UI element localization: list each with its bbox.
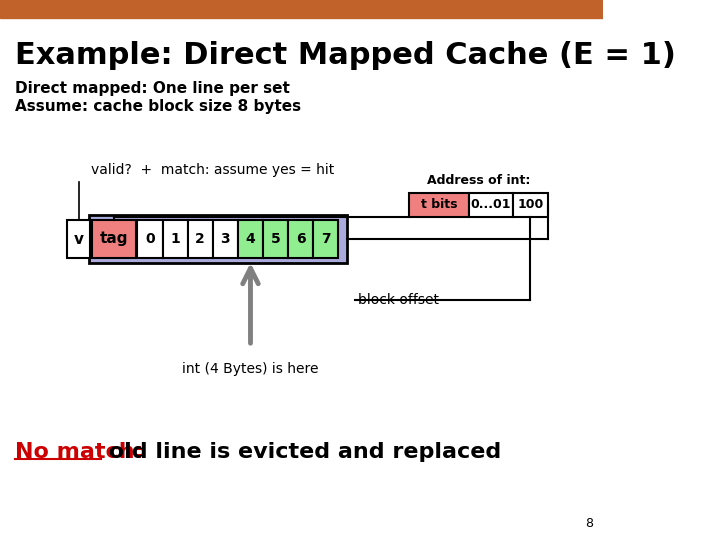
Bar — [138, 220, 163, 258]
Text: 4: 4 — [246, 232, 256, 246]
Text: 8: 8 — [585, 517, 593, 530]
Text: v: v — [73, 232, 84, 246]
Bar — [263, 220, 288, 258]
Text: 100: 100 — [517, 199, 544, 212]
Text: t bits: t bits — [420, 199, 457, 212]
Text: valid?  +  match: assume yes = hit: valid? + match: assume yes = hit — [91, 163, 335, 177]
Bar — [238, 220, 263, 258]
Bar — [288, 220, 313, 258]
Bar — [163, 220, 188, 258]
Bar — [409, 193, 469, 217]
Text: 1: 1 — [170, 232, 180, 246]
Text: Direct mapped: One line per set: Direct mapped: One line per set — [15, 80, 290, 96]
Bar — [313, 220, 338, 258]
Text: No match:: No match: — [15, 442, 143, 462]
Bar — [67, 220, 91, 258]
Text: Example: Direct Mapped Cache (E = 1): Example: Direct Mapped Cache (E = 1) — [15, 42, 676, 71]
Bar — [513, 193, 548, 217]
Text: 0: 0 — [145, 232, 155, 246]
Text: 2: 2 — [195, 232, 205, 246]
Text: 7: 7 — [321, 232, 330, 246]
Text: Assume: cache block size 8 bytes: Assume: cache block size 8 bytes — [15, 98, 301, 113]
Text: tag: tag — [99, 232, 128, 246]
Text: 3: 3 — [220, 232, 230, 246]
Text: 0...01: 0...01 — [471, 199, 511, 212]
Text: 6: 6 — [296, 232, 305, 246]
Text: block offset: block offset — [358, 293, 438, 307]
Text: 5: 5 — [271, 232, 281, 246]
Text: Address of int:: Address of int: — [427, 174, 530, 187]
Text: old line is evicted and replaced: old line is evicted and replaced — [102, 442, 502, 462]
Bar — [92, 220, 135, 258]
Bar — [188, 220, 213, 258]
Bar — [213, 220, 238, 258]
Bar — [89, 215, 347, 263]
Text: int (4 Bytes) is here: int (4 Bytes) is here — [182, 362, 319, 376]
Bar — [469, 193, 513, 217]
Bar — [0, 0, 603, 18]
